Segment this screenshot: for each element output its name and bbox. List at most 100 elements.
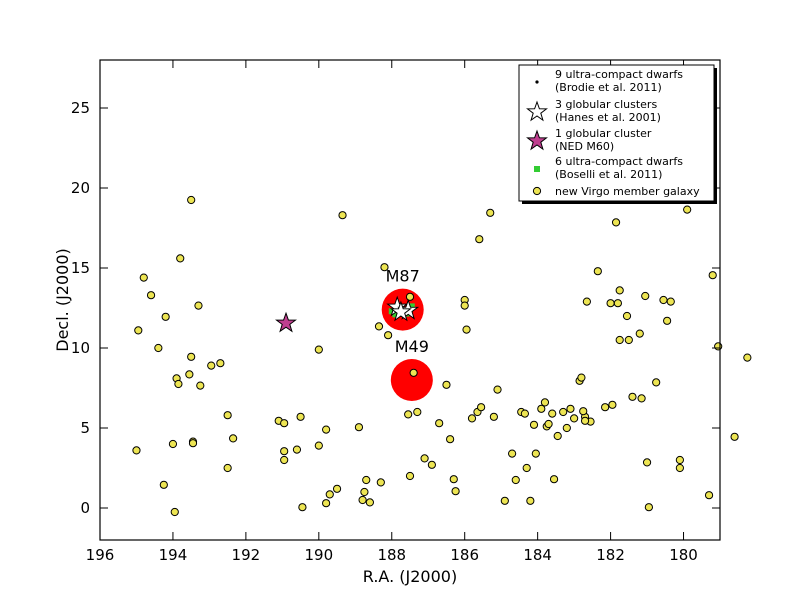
- galaxy-labels: M87 M49: [386, 267, 429, 356]
- data-point: [531, 449, 540, 458]
- legend-label: 9 ultra-compact dwarfs: [555, 68, 683, 81]
- data-point: [314, 441, 323, 450]
- data-point: [675, 463, 684, 473]
- data-point: [358, 495, 367, 505]
- data-point: [408, 303, 415, 310]
- data-point: [601, 403, 610, 412]
- legend-label: new Virgo member galaxy: [555, 185, 700, 198]
- data-point: [730, 432, 739, 441]
- data-point: [187, 195, 196, 205]
- data-point: [486, 208, 495, 217]
- data-point: [139, 273, 148, 282]
- data-point: [404, 410, 413, 419]
- y-axis-label: Decl. (J2000): [53, 248, 72, 352]
- legend-marker: [532, 186, 542, 196]
- data-point: [413, 407, 422, 417]
- legend-box: [518, 64, 715, 202]
- data-point: [332, 484, 342, 493]
- data-point: [325, 490, 334, 499]
- data-point: [384, 331, 393, 340]
- data-point: [559, 407, 568, 417]
- data-point: [562, 423, 571, 433]
- data-point: [380, 263, 389, 272]
- data-point: [405, 471, 415, 481]
- data-point: [579, 407, 588, 416]
- data-point: [511, 475, 520, 485]
- plot-frame: [99, 59, 721, 541]
- data-point: [451, 487, 460, 496]
- data-point: [365, 498, 374, 507]
- data-point: [442, 380, 451, 389]
- data-point: [508, 449, 517, 458]
- data-point: [635, 329, 644, 338]
- data-point: [704, 491, 714, 500]
- data-point: [549, 475, 559, 484]
- data-point: [641, 291, 650, 301]
- data-point: [714, 342, 723, 351]
- data-point: [666, 297, 675, 306]
- data-point: [622, 311, 632, 321]
- data-point: [577, 373, 586, 382]
- data-point: [467, 414, 477, 423]
- data-point: [659, 295, 668, 305]
- data-point: [493, 385, 502, 394]
- data-point: [566, 404, 575, 413]
- data-point: [489, 412, 498, 421]
- data-point: [187, 352, 196, 361]
- data-point: [529, 420, 539, 429]
- data-point: [593, 267, 602, 276]
- data-point: [168, 439, 178, 449]
- data-point: [606, 299, 615, 308]
- data-point: [409, 368, 418, 377]
- data-point: [275, 311, 297, 333]
- data-point: [159, 480, 168, 489]
- data-point: [520, 409, 529, 418]
- data-point: [611, 218, 621, 227]
- data-point: [570, 414, 579, 423]
- data-point: [338, 211, 347, 220]
- data-point: [174, 379, 183, 389]
- data-point: [420, 454, 429, 463]
- chart-marks: [132, 195, 752, 517]
- data-point: [146, 291, 156, 300]
- data-point: [280, 455, 289, 465]
- legend-sublabel: (Brodie et al. 2011): [555, 81, 662, 94]
- data-point: [548, 409, 557, 418]
- data-point: [449, 475, 458, 484]
- data-point: [376, 478, 385, 487]
- data-point: [526, 496, 535, 505]
- data-point: [644, 503, 653, 512]
- data-point: [132, 446, 141, 455]
- data-point: [522, 463, 531, 473]
- data-point: [462, 325, 471, 334]
- data-point: [553, 431, 562, 441]
- data-point: [188, 439, 198, 448]
- data-point: [708, 271, 717, 280]
- legend-marker: [526, 129, 548, 151]
- data-point: [615, 335, 624, 345]
- data-point: [446, 435, 455, 444]
- data-point: [161, 312, 170, 321]
- data-point: [134, 326, 143, 335]
- data-point: [652, 378, 661, 387]
- x-tick-label: 196: [86, 546, 115, 564]
- data-point: [392, 311, 399, 318]
- data-point: [475, 235, 484, 244]
- data-point: [637, 394, 646, 403]
- legend-label: 1 globular cluster: [555, 127, 652, 140]
- data-point: [460, 301, 469, 310]
- x-tick-label: 180: [669, 546, 698, 564]
- data-point: [185, 370, 194, 379]
- data-point: [216, 359, 225, 368]
- data-point: [223, 411, 232, 420]
- data-point: [154, 343, 163, 353]
- data-point: [405, 292, 415, 301]
- y-tick-label: 20: [71, 179, 90, 197]
- data-point: [624, 335, 633, 345]
- y-tick-label: 15: [71, 259, 90, 277]
- data-point: [354, 423, 364, 432]
- data-point: [642, 458, 652, 467]
- legend: 9 ultra-compact dwarfs(Brodie et al. 201…: [518, 64, 717, 204]
- legend-marker: [526, 100, 548, 122]
